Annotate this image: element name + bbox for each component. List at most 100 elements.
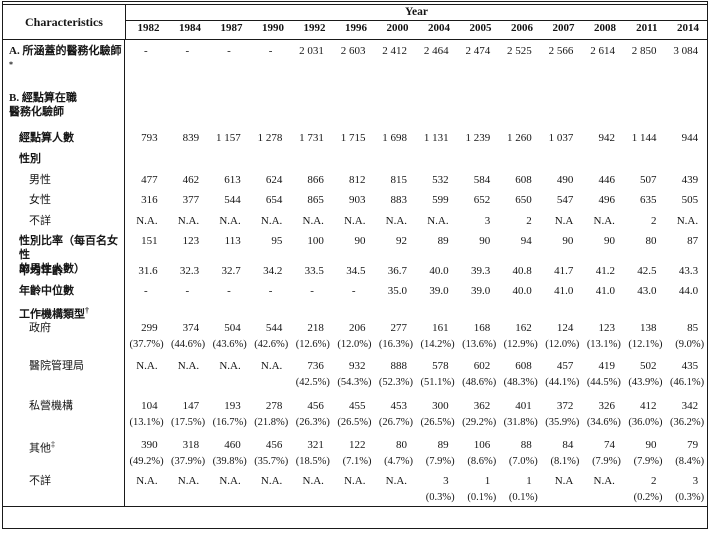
table-cell: 84 (8.1%) [541,434,583,470]
cell-value: 106 [473,439,491,451]
row-label: B. 經點算在職 醫務化驗師 [3,87,125,127]
table-cell: 32.7 [208,260,250,280]
cell-value: 2 525 [507,45,532,57]
table-cell: N.A. [250,470,292,506]
table-cell: 1 715 [333,127,375,148]
table-cell: 2 [499,210,541,230]
table-cell: 812 [333,169,375,189]
table-cell: 401 (31.8%) [499,395,541,434]
cell-value: - [268,285,273,297]
cell-value: 457 [556,360,574,372]
table-cell: 502 (43.9%) [624,355,666,395]
table-cell: 888 (52.3%) [374,355,416,395]
cell-percentage: (42.5%) [295,377,330,388]
table-cell: 168 (13.6%) [458,317,500,355]
table-cell: 113 [208,230,250,260]
cell-value: 624 [265,174,283,186]
cell-value: 460 [224,439,241,451]
cell-value: 79 [687,439,699,451]
row-label: 其他‡ [3,434,125,470]
cell-value: 888 [390,360,408,372]
cell-value: 1 698 [382,132,408,144]
cell-value: 151 [141,235,158,247]
cell-percentage: (16.7%) [212,417,247,428]
table-cell: N.A. [291,210,333,230]
cell-value: 504 [224,322,241,334]
cell-value: 736 [307,360,324,372]
cell-value: 41.0 [554,285,574,297]
table-cell: 147 (17.5%) [167,395,209,434]
table-cell: 39.3 [458,260,500,280]
cell-value: 32.7 [221,265,241,277]
cell-value: 193 [224,400,241,412]
cell-percentage: (12.0%) [337,339,372,350]
row-label: 不詳 [3,470,125,506]
cell-value: 90 [603,235,615,247]
cell-value: 218 [307,322,324,334]
table-cell: 613 [208,169,250,189]
table-cell: 457 (44.1%) [541,355,583,395]
table-cell: 446 [582,169,624,189]
cell-percentage: (49.2%) [129,456,164,467]
cell-value: - [268,45,273,57]
table-cell: 299 (37.7%) [125,317,167,355]
cell-value: 944 [681,132,699,144]
cell-value: 544 [265,322,283,334]
cell-value: 453 [390,400,408,412]
row-label: 性別 [3,148,125,169]
cell-value: 278 [265,400,283,412]
cell-value: N.A. [593,475,615,487]
table-cell: 3 (0.3%) [416,470,458,506]
table-cell: 547 [541,189,583,210]
cell-value: N.A [554,215,574,227]
row-label-text: 平均年齡 [19,265,63,277]
cell-value: 374 [182,322,200,334]
table-cell: 1 037 [541,127,583,148]
cell-value: 326 [598,400,615,412]
table-cell: - [250,280,292,300]
table-cell: 300 (26.5%) [416,395,458,434]
table-row: 經點算人數 793 839 1 157 1 278 1 731 1 715 1 698 1 13… [3,127,707,148]
cell-percentage: (12.0%) [545,339,580,350]
cell-value: 1 278 [257,132,283,144]
cell-value: - [351,285,356,297]
table-cell: N.A. [167,470,209,506]
table-cell: N.A. [125,210,167,230]
table-cell: 123 [167,230,209,260]
cell-percentage: (44.1%) [545,377,580,388]
table-row: 性別比率（每百名女性 的男性人數） 151 123 113 95 100 90 92 89 90 9… [3,230,707,275]
table-cell: 2 566 [541,40,583,87]
table-cell: 318 (37.9%) [167,434,209,470]
table-cell: 2 (0.2%) [624,470,666,506]
table-row: 女性 316 377 544 654 865 903 883 599 652 650 547 496 63… [3,189,707,210]
cell-percentage: (13.1%) [586,339,621,350]
cell-value: 94 [520,235,532,247]
table-cell: 3 [458,210,500,230]
table-cell: 124 (12.0%) [541,317,583,355]
cell-percentage: (51.1%) [420,377,455,388]
table-cell: 866 [291,169,333,189]
cell-percentage: (13.6%) [462,339,497,350]
table-cell: 89 [416,230,458,260]
cell-value: 85 [687,322,699,334]
cell-value: 654 [265,194,283,206]
row-cells: - - - - - - 35.0 39.0 39.0 40.0 41.0 41.0 43.0 44.0 [125,280,707,300]
table-cell: 2 031 [291,40,333,87]
cell-value: 3 084 [673,45,699,57]
table-cell: 88 (7.0%) [499,434,541,470]
cell-value: 866 [307,174,324,186]
table-row: 年齡中位數 - - - - - - 35.0 39.0 39.0 40.0 41.0 41.0 43.0 4… [3,280,707,300]
cell-percentage: (31.8%) [503,417,538,428]
table-row: 平均年齡 31.6 32.3 32.7 34.2 33.5 34.5 36.7 40.0 39.3… [3,260,707,280]
cell-value: N.A. [219,215,241,227]
table-cell: 39.0 [416,280,458,300]
table-cell: 277 (16.3%) [374,317,416,355]
row-label: 政府 [3,317,125,355]
cell-value: 812 [348,174,366,186]
cell-value: 599 [432,194,449,206]
table-cell: 736 (42.5%) [291,355,333,395]
table-cell: N.A. [333,210,375,230]
cell-value: 44.0 [678,285,699,297]
cell-percentage: (14.2%) [420,339,455,350]
